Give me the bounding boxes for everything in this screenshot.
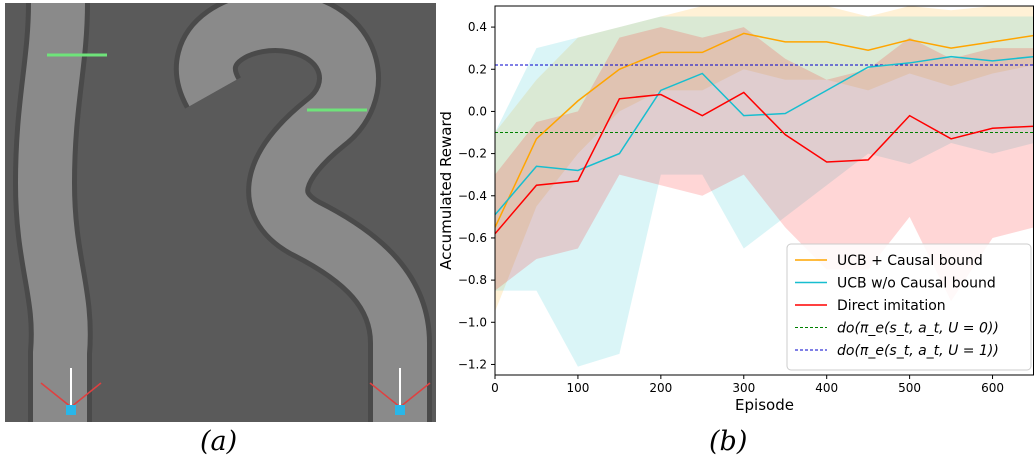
y-axis-label: Accumulated Reward [440,111,455,270]
reward-chart: 0 100 200 300 400 500 600 −1.2 −1.0 −0.8 −0.6 −0.4… [437,0,1034,461]
caption-b: (b) [709,426,748,457]
legend-label: UCB w/o Causal bound [837,276,996,292]
curvy-track [174,3,432,422]
x-tick-label: 200 [649,381,672,395]
driving-simulator-image [5,3,436,422]
series-lines [495,32,1034,235]
y-axis-ticks: −1.2 −1.0 −0.8 −0.6 −0.4 −0.2 0.0 0.2 0.4 [458,20,495,371]
chart-svg: 0 100 200 300 400 500 600 −1.2 −1.0 −0.8 −0.6 −0.4… [437,5,1034,414]
x-tick-label: 600 [981,381,1004,395]
legend-box [786,243,1032,371]
y-tick-label: −0.6 [458,231,487,245]
car-right [369,368,431,415]
x-tick-label: 500 [898,381,921,395]
car-left [40,368,102,415]
y-tick-label: 0.2 [468,62,487,76]
legend-label: Direct imitation [837,298,946,314]
confidence-band-2 [495,27,1034,302]
x-axis-label: Episode [735,396,794,414]
series-line-0 [495,32,1034,228]
confidence-band-1 [495,16,1034,367]
x-tick-label: 300 [732,381,755,395]
confidence-bands [495,6,1034,367]
y-tick-label: −1.2 [458,357,487,371]
legend-label: do(π_e(s_t, a_t, U = 1)) [837,343,999,359]
legend-label: do(π_e(s_t, a_t, U = 0)) [837,321,999,337]
wavy-track [12,3,107,422]
track-scene [5,3,436,422]
chart-legend: UCB + Causal bound UCB w/o Causal bound Di… [786,243,1032,371]
y-tick-label: 0.0 [468,104,487,118]
y-tick-label: −0.2 [458,147,487,161]
x-tick-label: 400 [815,381,838,395]
caption-a: (a) [200,426,238,457]
x-tick-label: 0 [491,381,499,395]
y-tick-label: −0.4 [458,189,487,203]
x-axis-ticks: 0 100 200 300 400 500 600 [491,375,1004,395]
series-line-2 [495,91,1034,235]
y-tick-label: −1.0 [458,315,487,329]
y-tick-label: 0.4 [468,20,487,34]
confidence-band-0 [495,6,1034,312]
car-icon [395,405,405,415]
car-icon [66,405,76,415]
y-tick-label: −0.8 [458,273,487,287]
x-tick-label: 100 [566,381,589,395]
legend-label: UCB + Causal bound [837,253,983,269]
